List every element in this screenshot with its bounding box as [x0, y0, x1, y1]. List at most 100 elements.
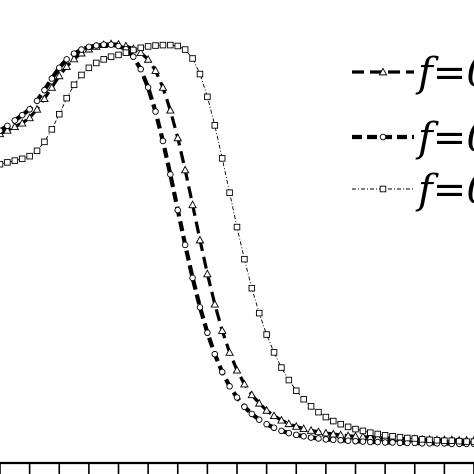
data-point-2-16 — [115, 51, 122, 59]
data-point-2-33 — [241, 255, 248, 263]
data-point-0-9 — [62, 61, 72, 70]
data-point-2-1 — [4, 159, 11, 166]
data-point-2-14 — [100, 56, 107, 63]
x-axis — [0, 461, 474, 474]
data-point-2-49 — [359, 427, 367, 435]
data-point-0-8 — [54, 71, 64, 80]
data-point-0-7 — [47, 82, 57, 91]
data-point-0-43 — [314, 427, 323, 436]
data-point-2-62 — [455, 437, 463, 445]
data-point-2-31 — [226, 189, 233, 196]
data-point-2-54 — [396, 433, 404, 441]
data-point-2-63 — [463, 438, 470, 445]
data-point-2-56 — [411, 435, 419, 442]
data-point-1-3 — [18, 111, 26, 119]
data-point-0-5 — [32, 104, 42, 113]
data-point-1-21 — [152, 108, 159, 115]
data-point-1-19 — [137, 65, 144, 73]
legend-marker-1 — [379, 133, 387, 141]
data-point-2-7 — [48, 126, 56, 133]
data-point-2-27 — [196, 70, 204, 78]
data-point-2-42 — [307, 403, 315, 410]
legend-item-1: f=0, — [352, 115, 474, 161]
data-point-0-34 — [247, 390, 257, 399]
data-point-0-29 — [210, 299, 220, 308]
data-point-0-30 — [217, 326, 227, 334]
data-point-1-18 — [130, 53, 137, 60]
data-point-1-29 — [211, 350, 219, 358]
data-point-0-36 — [262, 405, 271, 414]
data-point-2-35 — [255, 309, 263, 317]
data-point-0-42 — [306, 425, 316, 434]
data-point-2-36 — [263, 331, 270, 338]
data-point-0-25 — [180, 165, 190, 174]
data-point-2-20 — [144, 43, 152, 50]
data-point-1-0 — [0, 127, 4, 134]
legend-sample-1 — [352, 133, 414, 141]
data-point-2-61 — [448, 437, 456, 444]
data-point-2-60 — [441, 437, 448, 444]
legend-sample-2 — [352, 185, 414, 193]
legend-label-2: f=0, — [415, 167, 474, 213]
data-point-1-30 — [218, 368, 226, 376]
data-point-1-8 — [56, 64, 63, 72]
data-point-1-15 — [107, 41, 115, 48]
data-point-2-45 — [330, 417, 337, 425]
data-point-0-0 — [0, 129, 5, 138]
data-point-2-58 — [426, 436, 433, 444]
data-point-2-8 — [56, 110, 63, 118]
data-point-2-38 — [278, 364, 285, 371]
data-point-2-28 — [204, 93, 211, 101]
data-point-0-22 — [158, 82, 168, 91]
data-point-1-53 — [389, 439, 396, 446]
data-point-2-19 — [137, 44, 144, 52]
data-point-0-37 — [269, 411, 279, 420]
data-point-2-46 — [337, 420, 344, 428]
data-point-2-34 — [248, 284, 256, 292]
data-point-1-35 — [255, 416, 263, 423]
data-point-1-7 — [48, 75, 56, 82]
data-point-0-41 — [299, 424, 309, 432]
data-point-2-15 — [107, 53, 115, 60]
data-point-0-24 — [173, 133, 183, 142]
data-point-1-22 — [159, 137, 167, 145]
data-point-2-23 — [167, 41, 174, 49]
data-point-0-44 — [321, 428, 331, 437]
data-point-0-27 — [195, 235, 205, 244]
data-point-2-51 — [374, 430, 381, 438]
legend-marker-2 — [379, 185, 387, 193]
data-point-2-9 — [63, 94, 70, 102]
data-point-2-0 — [0, 160, 4, 168]
data-point-0-40 — [291, 421, 301, 430]
data-point-0-31 — [225, 347, 234, 356]
data-point-1-52 — [381, 439, 389, 446]
data-point-0-3 — [17, 118, 27, 127]
data-point-2-30 — [218, 155, 226, 162]
series-line-0 — [0, 42, 474, 442]
data-point-2-22 — [159, 41, 167, 49]
data-point-0-10 — [69, 54, 79, 63]
data-point-2-55 — [404, 434, 411, 442]
data-point-2-5 — [33, 147, 41, 155]
data-point-1-40 — [293, 431, 300, 439]
data-point-1-51 — [374, 438, 381, 446]
data-point-2-6 — [41, 138, 48, 146]
data-point-2-64 — [470, 438, 474, 445]
data-point-0-2 — [10, 122, 20, 131]
data-point-1-44 — [322, 436, 330, 443]
data-point-1-37 — [270, 424, 278, 432]
data-point-2-13 — [93, 59, 100, 67]
data-point-0-23 — [165, 105, 175, 114]
data-point-2-40 — [293, 387, 300, 394]
data-point-1-25 — [181, 241, 189, 249]
data-point-0-21 — [151, 65, 160, 74]
legend-marker-0 — [378, 67, 388, 76]
data-point-1-27 — [196, 304, 204, 311]
data-point-1-26 — [189, 274, 196, 282]
data-point-2-10 — [70, 81, 78, 89]
series-line-2 — [0, 44, 474, 443]
data-point-2-43 — [315, 408, 322, 416]
data-point-0-4 — [25, 113, 34, 122]
data-point-1-42 — [307, 434, 315, 441]
